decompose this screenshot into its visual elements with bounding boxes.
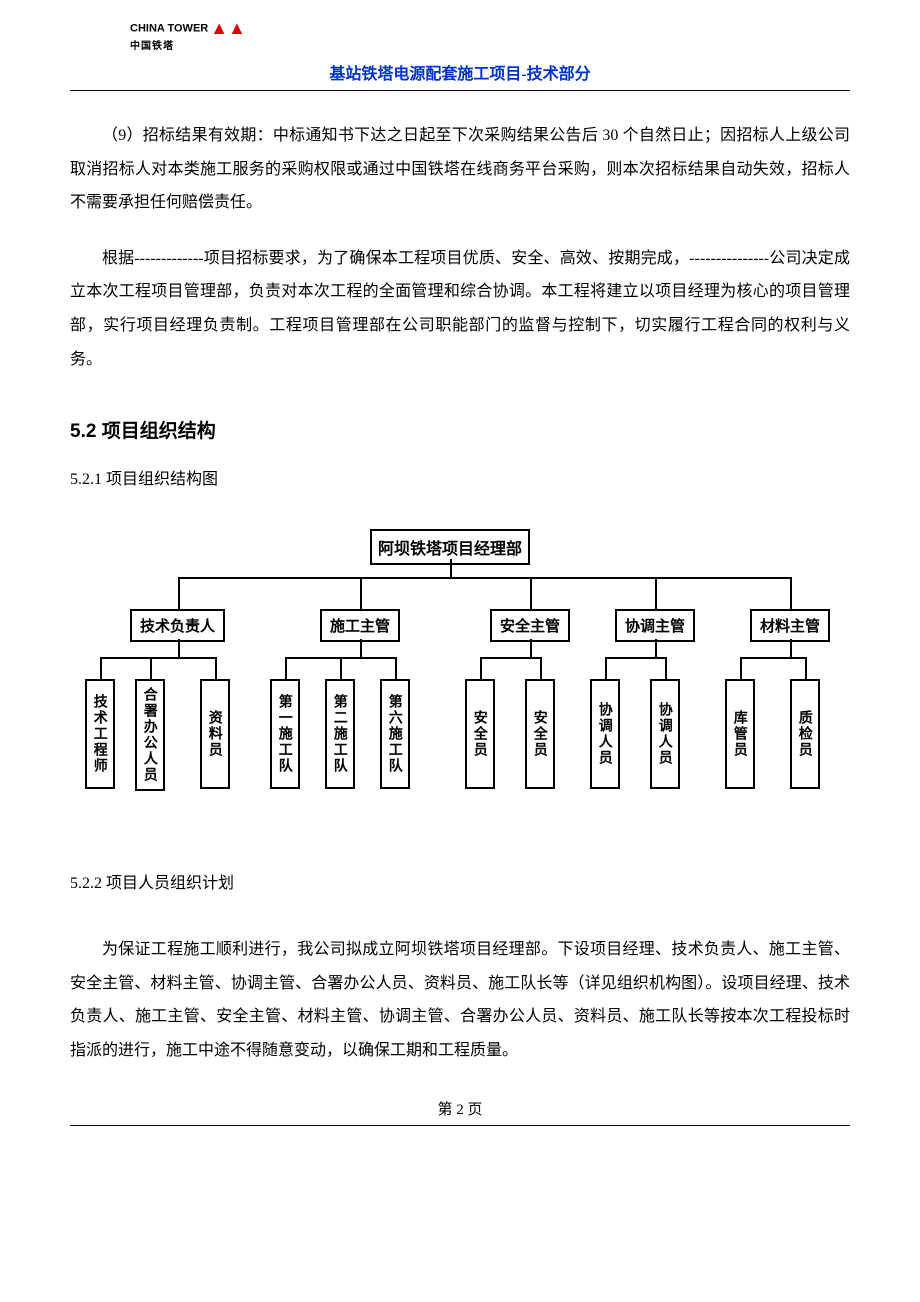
connector-line xyxy=(215,657,217,679)
connector-line xyxy=(360,577,362,609)
connector-line xyxy=(530,577,532,609)
org-leaf-0-0: 技术工程师 xyxy=(85,679,115,789)
org-leaf-4-1: 质检员 xyxy=(790,679,820,789)
connector-line xyxy=(450,559,452,577)
org-leaf-3-1: 协调人员 xyxy=(650,679,680,789)
org-leaf-1-2: 第六施工队 xyxy=(380,679,410,789)
logo-text-en: CHINA TOWER xyxy=(130,23,208,35)
org-mid-2: 安全主管 xyxy=(490,609,570,642)
connector-line xyxy=(530,639,532,657)
connector-line xyxy=(480,657,540,659)
connector-line xyxy=(740,657,742,679)
heading-5-2: 5.2 项目组织结构 xyxy=(70,416,850,443)
connector-line xyxy=(100,657,102,679)
connector-line xyxy=(100,657,215,659)
header-title: 基站铁塔电源配套施工项目-技术部分 xyxy=(70,60,850,84)
org-leaf-2-0: 安全员 xyxy=(465,679,495,789)
org-chart: 阿坝铁塔项目经理部技术负责人施工主管安全主管协调主管材料主管技术工程师合署办公人… xyxy=(70,529,850,829)
paragraph-3: 为保证工程施工顺利进行，我公司拟成立阿坝铁塔项目经理部。下设项目经理、技术负责人… xyxy=(70,933,850,1067)
connector-line xyxy=(655,639,657,657)
connector-line xyxy=(605,657,665,659)
paragraph-1: （9）招标结果有效期：中标通知书下达之日起至下次采购结果公告后 30 个自然日止… xyxy=(70,119,850,220)
org-leaf-0-1: 合署办公人员 xyxy=(135,679,165,791)
org-leaf-0-2: 资料员 xyxy=(200,679,230,789)
logo-mark-icon: ▲▲ xyxy=(210,18,246,40)
connector-line xyxy=(480,657,482,679)
org-leaf-3-0: 协调人员 xyxy=(590,679,620,789)
org-mid-3: 协调主管 xyxy=(615,609,695,642)
org-leaf-2-1: 安全员 xyxy=(525,679,555,789)
connector-line xyxy=(655,577,657,609)
heading-5-2-1: 5.2.1 项目组织结构图 xyxy=(70,465,850,489)
org-leaf-4-0: 库管员 xyxy=(725,679,755,789)
connector-line xyxy=(395,657,397,679)
org-mid-1: 施工主管 xyxy=(320,609,400,642)
page-number: 第 2 页 xyxy=(70,1098,850,1119)
paragraph-2: 根据-------------项目招标要求，为了确保本工程项目优质、安全、高效、… xyxy=(70,242,850,376)
connector-line xyxy=(150,657,152,679)
connector-line xyxy=(665,657,667,679)
logo: CHINA TOWER▲▲ 中国铁塔 xyxy=(130,18,246,53)
connector-line xyxy=(790,577,792,609)
connector-line xyxy=(340,657,342,679)
org-leaf-1-0: 第一施工队 xyxy=(270,679,300,789)
org-leaf-1-1: 第二施工队 xyxy=(325,679,355,789)
header-rule xyxy=(70,90,850,91)
heading-5-2-2: 5.2.2 项目人员组织计划 xyxy=(70,869,850,893)
connector-line xyxy=(178,577,791,579)
connector-line xyxy=(740,657,805,659)
org-mid-0: 技术负责人 xyxy=(130,609,225,642)
logo-text-cn: 中国铁塔 xyxy=(130,41,174,52)
connector-line xyxy=(178,639,180,657)
footer-rule xyxy=(70,1125,850,1126)
connector-line xyxy=(605,657,607,679)
connector-line xyxy=(805,657,807,679)
connector-line xyxy=(285,657,287,679)
connector-line xyxy=(540,657,542,679)
org-mid-4: 材料主管 xyxy=(750,609,830,642)
connector-line xyxy=(790,639,792,657)
connector-line xyxy=(178,577,180,609)
connector-line xyxy=(360,639,362,657)
document-page: CHINA TOWER▲▲ 中国铁塔 基站铁塔电源配套施工项目-技术部分 （9）… xyxy=(0,0,920,1166)
